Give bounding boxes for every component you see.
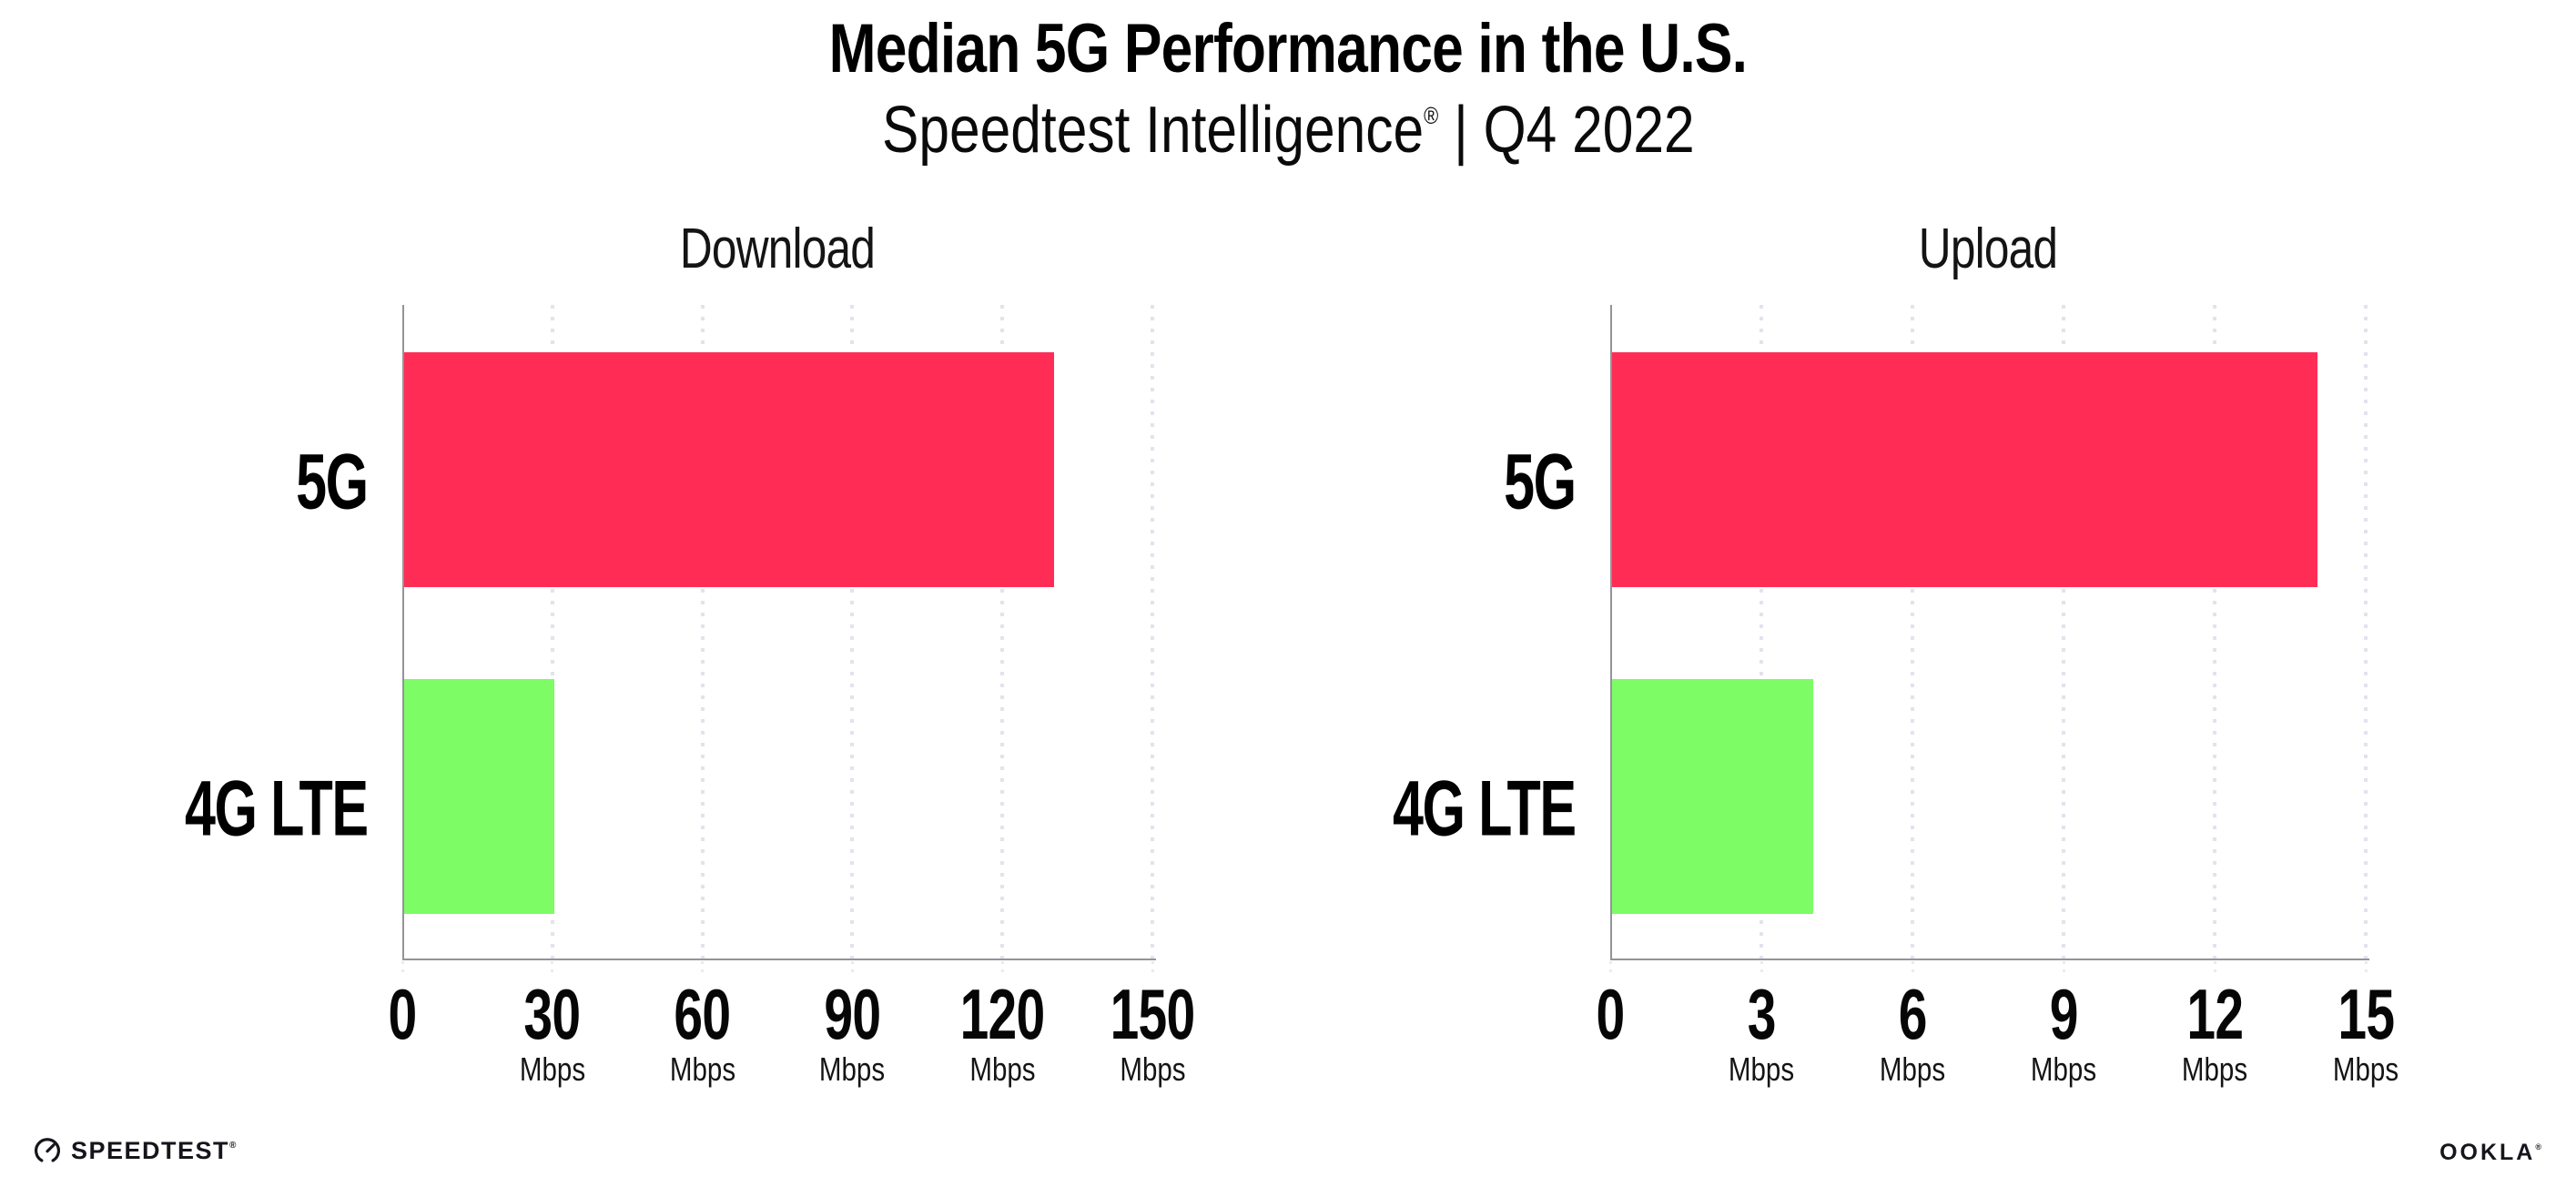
tick-number: 90: [824, 974, 881, 1054]
tick-unit: Mbps: [2030, 1050, 2097, 1089]
category-label-5g: 5G: [1475, 438, 1577, 528]
tick-number: 150: [1110, 974, 1196, 1054]
category-label-text: 5G: [1504, 438, 1577, 526]
tick-mark: [2213, 961, 2216, 972]
tick-unit: Mbps: [1119, 1050, 1186, 1089]
x-axis: [402, 959, 1156, 960]
grid-line: [1760, 305, 1763, 959]
tick-label: 15 Mbps: [2326, 974, 2406, 1089]
tick-unit: Mbps: [819, 1050, 886, 1089]
bar-4g-lte: [404, 679, 554, 914]
x-axis: [1610, 959, 2369, 960]
tick-number: 6: [1898, 974, 1928, 1054]
tick-unit: Mbps: [1879, 1050, 1946, 1089]
ookla-logo: OOKLA®: [2439, 1140, 2541, 1166]
bar-5g: [1612, 352, 2317, 587]
tick-number: 15: [2338, 974, 2395, 1054]
category-label-5g: 5G: [267, 438, 369, 528]
tick-label: 9 Mbps: [2023, 974, 2104, 1089]
tick-mark: [401, 961, 404, 972]
chart-title-download: Download: [655, 217, 899, 281]
y-axis: [402, 305, 404, 959]
grid-line: [2364, 305, 2368, 959]
tick-label: 0: [383, 974, 421, 1054]
tick-label: 12 Mbps: [2175, 974, 2255, 1089]
page-title-text: Median 5G Performance in the U.S.: [828, 10, 1748, 87]
tick-mark: [1000, 961, 1004, 972]
tick-unit: Mbps: [969, 1050, 1036, 1089]
grid-line: [1911, 305, 1914, 959]
category-label-text: 4G LTE: [185, 765, 369, 853]
chart-title-text: Download: [679, 218, 876, 280]
speedtest-gauge-icon: [33, 1136, 62, 1165]
grid-line: [850, 305, 855, 959]
speedtest-logo: SPEEDTEST®: [33, 1136, 236, 1165]
tick-unit: Mbps: [2181, 1050, 2248, 1089]
tick-mark: [1911, 961, 1914, 972]
tick-unit: Mbps: [1728, 1050, 1795, 1089]
tick-number: 60: [674, 974, 732, 1054]
ookla-wordmark: OOKLA®: [2439, 1140, 2541, 1165]
chart-title-text: Upload: [1918, 218, 2058, 280]
bar-4g-lte: [1612, 679, 1814, 914]
tick-number: 0: [1596, 974, 1626, 1054]
tick-mark: [2062, 961, 2065, 972]
tick-label: 150 Mbps: [1094, 974, 1210, 1089]
bar-5g: [404, 352, 1055, 587]
tick-label: 30 Mbps: [512, 974, 593, 1089]
tick-mark: [1760, 961, 1763, 972]
page-subtitle-text: Speedtest Intelligence® | Q4 2022: [881, 94, 1695, 167]
tick-mark: [1151, 961, 1154, 972]
tick-number: 9: [2049, 974, 2079, 1054]
grid-line: [2213, 305, 2216, 959]
speedtest-wordmark: SPEEDTEST®: [71, 1136, 237, 1164]
registered-trademark-mark: ®: [1423, 102, 1438, 129]
grid-line: [700, 305, 705, 959]
category-label-text: 4G LTE: [1393, 765, 1577, 853]
tick-unit: Mbps: [669, 1050, 735, 1089]
tick-mark: [2364, 961, 2368, 972]
tick-label: 60 Mbps: [663, 974, 743, 1089]
chart-title-upload: Upload: [1902, 217, 2074, 281]
category-label-4g-lte: 4G LTE: [110, 765, 369, 855]
category-label-text: 5G: [296, 438, 369, 526]
tick-mark: [850, 961, 854, 972]
tick-label: 0: [1591, 974, 1629, 1054]
tick-label: 6 Mbps: [1872, 974, 1952, 1089]
page-title: Median 5G Performance in the U.S.: [0, 9, 2576, 88]
tick-number: 120: [959, 974, 1046, 1054]
tick-label: 90 Mbps: [812, 974, 892, 1089]
tick-number: 0: [388, 974, 418, 1054]
tick-mark: [1608, 961, 1612, 972]
tick-label: 120 Mbps: [945, 974, 1060, 1089]
tick-number: 12: [2186, 974, 2244, 1054]
tick-unit: Mbps: [519, 1050, 585, 1089]
y-axis: [1610, 305, 1612, 959]
tick-mark: [551, 961, 554, 972]
tick-label: 3 Mbps: [1721, 974, 1801, 1089]
grid-line: [1000, 305, 1005, 959]
grid-line: [1151, 305, 1154, 959]
category-label-4g-lte: 4G LTE: [1318, 765, 1577, 855]
tick-unit: Mbps: [2332, 1050, 2399, 1089]
grid-line: [2062, 305, 2065, 959]
tick-number: 30: [523, 974, 582, 1054]
tick-mark: [701, 961, 705, 972]
page-subtitle: Speedtest Intelligence® | Q4 2022: [0, 93, 2576, 167]
grid-line: [550, 305, 554, 959]
tick-number: 3: [1747, 974, 1777, 1054]
